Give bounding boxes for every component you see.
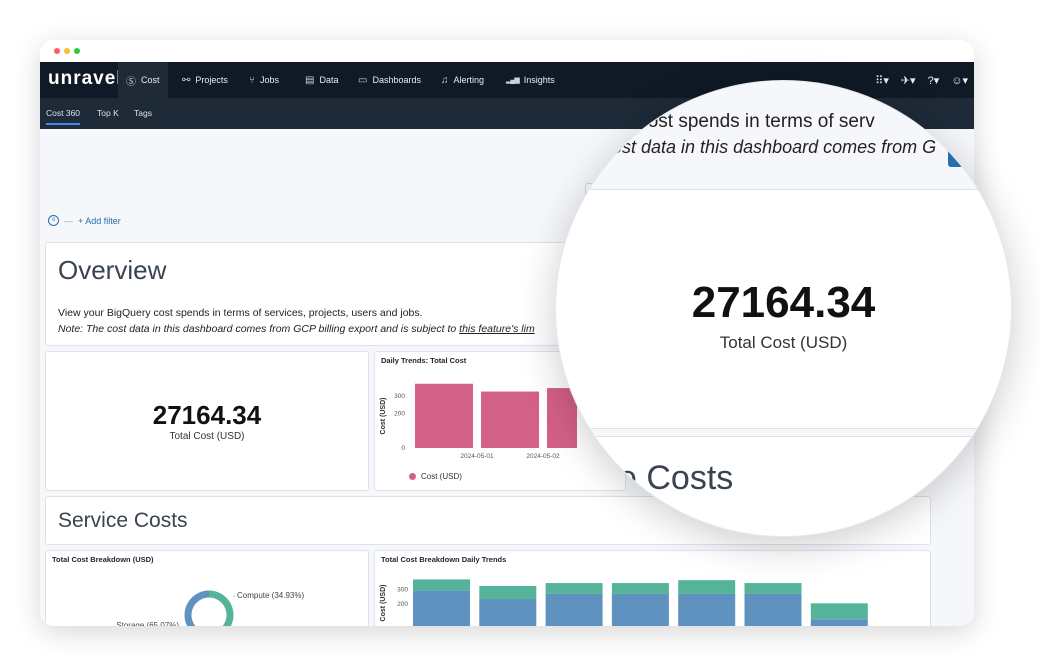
overview-description-line1: View your BigQuery cost spends in terms … (58, 307, 423, 319)
bar-storage (413, 590, 470, 626)
overview-description: View your BigQuery cost spends in terms … (58, 305, 535, 337)
filter-bar: ≡ — + Add filter (48, 215, 121, 226)
bar-compute (545, 583, 603, 594)
insights-icon: ▂▄▆ (506, 77, 520, 84)
nav-item-label: Data (319, 75, 339, 85)
tab-tags[interactable]: Tags (134, 108, 152, 118)
bar-cost (415, 383, 473, 448)
cost-breakdown-donut: Compute (34.93%) Storage (65.07%) (116, 590, 304, 626)
bar-storage (611, 593, 669, 626)
nav-item-data[interactable]: ▤ Data (305, 62, 338, 98)
bar-storage (810, 619, 868, 626)
bar-compute (810, 603, 868, 620)
bar-compute (479, 585, 537, 599)
filter-icon[interactable]: ≡ (48, 215, 59, 226)
bar-storage (678, 593, 736, 626)
magnified-service-title: e Costs (618, 459, 734, 497)
nav-item-alerting[interactable]: ♫ Alerting (441, 62, 484, 98)
x-tick-label: 2024-05-01 (460, 453, 494, 460)
magnified-total-cost-label: Total Cost (USD) (719, 333, 848, 352)
magnified-total-cost-value: 27164.34 (691, 278, 876, 327)
nav-item-label: Alerting (453, 75, 485, 85)
total-cost-value: 27164.34 (152, 400, 262, 430)
tab-cost-360[interactable]: Cost 360 (46, 108, 81, 125)
help-icon[interactable]: ?▾ (928, 74, 940, 87)
magnified-desc-line2: ost data in this dashboard comes from G (612, 137, 937, 157)
nav-item-dashboards[interactable]: ▭ Dashboards (358, 62, 421, 98)
slice-compute (208, 590, 234, 626)
brand-logo[interactable]: unravel (48, 68, 123, 89)
total-cost-label: Total Cost (USD) (169, 431, 245, 442)
daily-trends-title: Daily Trends: Total Cost (381, 356, 467, 365)
nav-item-cost[interactable]: Ⓢ Cost (118, 62, 168, 98)
daily-breakdown-panel: Total Cost Breakdown Daily Trends Cost (… (374, 550, 931, 626)
nav-item-label: Jobs (260, 75, 280, 85)
magnified-metric-panel: 27164.34 Total Cost (USD) (556, 189, 1011, 429)
bar-storage (744, 593, 802, 626)
service-costs-title: Service Costs (58, 509, 188, 532)
y-tick-label: 200 (397, 601, 408, 608)
slice-label-storage: Storage (65.07%) (116, 621, 179, 626)
nav-item-label: Dashboards (372, 75, 421, 85)
y-axis-label: Cost (USD) (380, 398, 387, 435)
tab-top-k[interactable]: Top K (97, 108, 119, 118)
bar-compute (611, 583, 669, 594)
projects-icon: ⚯ (182, 74, 191, 86)
daily-breakdown-title: Total Cost Breakdown Daily Trends (381, 555, 507, 564)
total-cost-panel: 27164.34 Total Cost (USD) (45, 351, 369, 491)
nav-item-label: Projects (195, 75, 228, 85)
cost-breakdown-title: Total Cost Breakdown (USD) (52, 555, 154, 564)
y-tick-label: 300 (394, 393, 405, 400)
daily-legend: Cost (USD) (409, 472, 462, 481)
slice-storage (184, 590, 225, 626)
y-tick-label: 200 (394, 410, 405, 417)
filter-divider: — (64, 215, 73, 226)
magnified-desc-line1: uery cost spends in terms of serv (596, 111, 875, 132)
overview-title: Overview (58, 255, 167, 285)
add-filter-button[interactable]: + Add filter (78, 215, 121, 226)
window-titlebar (40, 40, 974, 62)
dashboards-icon: ▭ (358, 74, 368, 86)
zoom-magnifier: uery cost spends in terms of serv ost da… (555, 80, 1012, 537)
bar-compute (744, 583, 802, 594)
overview-note: Note: The cost data in this dashboard co… (58, 323, 460, 335)
data-icon: ▤ (305, 74, 315, 86)
feature-limitations-link[interactable]: this feature's lim (459, 323, 535, 335)
y-tick-label: 0 (401, 445, 405, 452)
magnified-service-panel: e Costs (556, 436, 1011, 536)
bar-cost (481, 391, 539, 448)
bar-storage (545, 593, 603, 626)
nav-item-insights[interactable]: ▂▄▆ Insights (506, 62, 555, 98)
maximize-window-dot[interactable] (74, 48, 80, 54)
magnified-header: uery cost spends in terms of serv ost da… (556, 81, 1011, 181)
jobs-icon: ⑂ (249, 74, 255, 86)
bar-compute (678, 580, 736, 594)
nav-item-label: Cost (141, 75, 160, 85)
close-window-dot[interactable] (54, 48, 60, 54)
nav-item-label: Insights (523, 75, 555, 85)
legend-swatch (409, 473, 416, 480)
slice-label-compute: Compute (34.93%) (237, 591, 304, 600)
x-tick-label: 2024-05-02 (526, 453, 560, 460)
bar-compute (413, 579, 470, 591)
bar-storage (479, 598, 537, 626)
minimize-window-dot[interactable] (64, 48, 70, 54)
legend-label: Cost (USD) (421, 472, 462, 481)
y-tick-label: 300 (397, 587, 408, 594)
cost-breakdown-panel: Total Cost Breakdown (USD) Compute (34.9… (45, 550, 369, 626)
magnified-action-button[interactable] (948, 143, 970, 167)
nav-item-projects[interactable]: ⚯ Projects (182, 62, 228, 98)
dollar-circle-icon: Ⓢ (126, 76, 136, 88)
nav-item-jobs[interactable]: ⑂ Jobs (249, 62, 279, 98)
y-axis-label: Cost (USD) (380, 585, 387, 622)
bell-icon: ♫ (441, 74, 449, 86)
